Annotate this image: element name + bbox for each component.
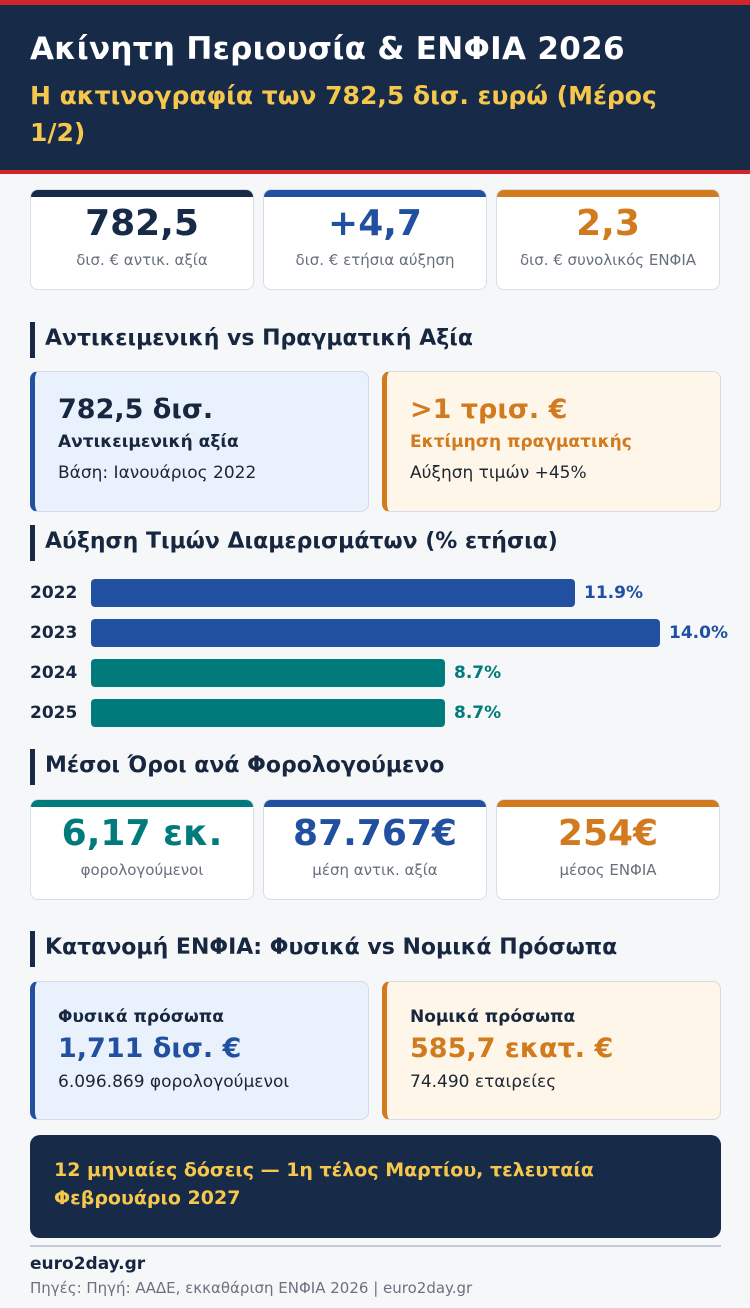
legal-persons-label: Νομικά πρόσωπα (410, 1007, 576, 1027)
real-value-panel: >1 τρισ. € Εκτίμηση πραγματικής Αύξηση τ… (382, 371, 721, 512)
kpi-card-objective-value: 782,5 δισ. € αντικ. αξία (30, 189, 254, 290)
objective-value-panel: 782,5 δισ. Αντικειμενική αξία Βάση: Ιανο… (30, 371, 369, 512)
header-accent-line (0, 170, 750, 174)
avg-value: 6,17 εκ. (61, 813, 223, 854)
objective-value-note: Βάση: Ιανουάριος 2022 (58, 463, 257, 483)
bar-category-label: 2024 (30, 663, 78, 683)
physical-persons-amount: 1,711 δισ. € (58, 1033, 242, 1064)
avg-card-taxpayers: 6,17 εκ. φορολογούμενοι (30, 799, 254, 900)
real-value-note: Αύξηση τιμών +45% (410, 463, 587, 483)
top-accent-line (0, 0, 750, 5)
avg-value: 254€ (557, 813, 659, 854)
bar-category-label: 2022 (30, 583, 78, 603)
bar-value-label: 14.0% (669, 623, 728, 643)
kpi-value: 2,3 (576, 203, 640, 244)
installments-banner: 12 μηνιαίες δόσεις — 1η τέλος Μαρτίου, τ… (30, 1135, 721, 1238)
avg-label: μέση αντικ. αξία (312, 861, 438, 879)
installments-text: 12 μηνιαίες δόσεις — 1η τέλος Μαρτίου, τ… (54, 1159, 594, 1209)
avg-card-enfia: 254€ μέσος ΕΝΦΙΑ (496, 799, 720, 900)
real-value-amount: >1 τρισ. € (410, 394, 568, 425)
footer-sources: Πηγές: Πηγή: ΑΑΔΕ, εκκαθάριση ΕΝΦΙΑ 2026… (30, 1279, 473, 1297)
page-title: Ακίνητη Περιουσία & ΕΝΦΙΑ 2026 (30, 31, 625, 67)
kpi-color-bar (497, 190, 719, 197)
kpi-label: δισ. € ετήσια αύξηση (295, 251, 455, 269)
bar-value-label: 8.7% (454, 663, 502, 683)
footer-divider (30, 1245, 721, 1247)
kpi-color-bar (264, 190, 486, 197)
avg-color-bar (264, 800, 486, 807)
section-title-averages: Μέσοι Όροι ανά Φορολογούμενο (30, 749, 444, 785)
page-subtitle: Η ακτινογραφία των 782,5 δισ. ευρώ (Μέρο… (30, 81, 657, 147)
bar-value-label: 8.7% (454, 703, 502, 723)
kpi-value: 782,5 (85, 203, 199, 244)
bar-2024 (91, 659, 445, 687)
section-title-split: Κατανομή ΕΝΦΙΑ: Φυσικά vs Νομικά Πρόσωπα (30, 931, 617, 967)
physical-persons-panel: Φυσικά πρόσωπα 1,711 δισ. € 6.096.869 φο… (30, 981, 369, 1120)
avg-label: φορολογούμενοι (80, 861, 204, 879)
real-value-label: Εκτίμηση πραγματικής (410, 432, 632, 452)
physical-persons-note: 6.096.869 φορολογούμενοι (58, 1072, 290, 1092)
avg-value: 87.767€ (293, 813, 457, 854)
bar-2022 (91, 579, 575, 607)
footer-brand: euro2day.gr (30, 1254, 146, 1274)
section-title-value: Αντικειμενική vs Πραγματική Αξία (30, 322, 473, 358)
kpi-value: +4,7 (328, 203, 422, 244)
bar-category-label: 2025 (30, 703, 78, 723)
bar-2025 (91, 699, 445, 727)
legal-persons-panel: Νομικά πρόσωπα 585,7 εκατ. € 74.490 εται… (382, 981, 721, 1120)
objective-value-label: Αντικειμενική αξία (58, 432, 239, 452)
kpi-card-annual-increase: +4,7 δισ. € ετήσια αύξηση (263, 189, 487, 290)
section-title-growth: Αύξηση Τιμών Διαμερισμάτων (% ετήσια) (30, 525, 558, 561)
avg-color-bar (31, 800, 253, 807)
kpi-color-bar (31, 190, 253, 197)
legal-persons-amount: 585,7 εκατ. € (410, 1033, 614, 1064)
bar-2023 (91, 619, 660, 647)
bar-category-label: 2023 (30, 623, 78, 643)
objective-value-amount: 782,5 δισ. (58, 394, 214, 425)
avg-card-objective-value: 87.767€ μέση αντικ. αξία (263, 799, 487, 900)
legal-persons-note: 74.490 εταιρείες (410, 1072, 557, 1092)
kpi-label: δισ. € συνολικός ΕΝΦΙΑ (519, 251, 697, 269)
physical-persons-label: Φυσικά πρόσωπα (58, 1007, 224, 1027)
kpi-label: δισ. € αντικ. αξία (76, 251, 208, 269)
kpi-card-total-enfia: 2,3 δισ. € συνολικός ΕΝΦΙΑ (496, 189, 720, 290)
avg-color-bar (497, 800, 719, 807)
bar-value-label: 11.9% (584, 583, 643, 603)
avg-label: μέσος ΕΝΦΙΑ (559, 861, 657, 879)
header: Ακίνητη Περιουσία & ΕΝΦΙΑ 2026 Η ακτινογ… (0, 5, 750, 170)
